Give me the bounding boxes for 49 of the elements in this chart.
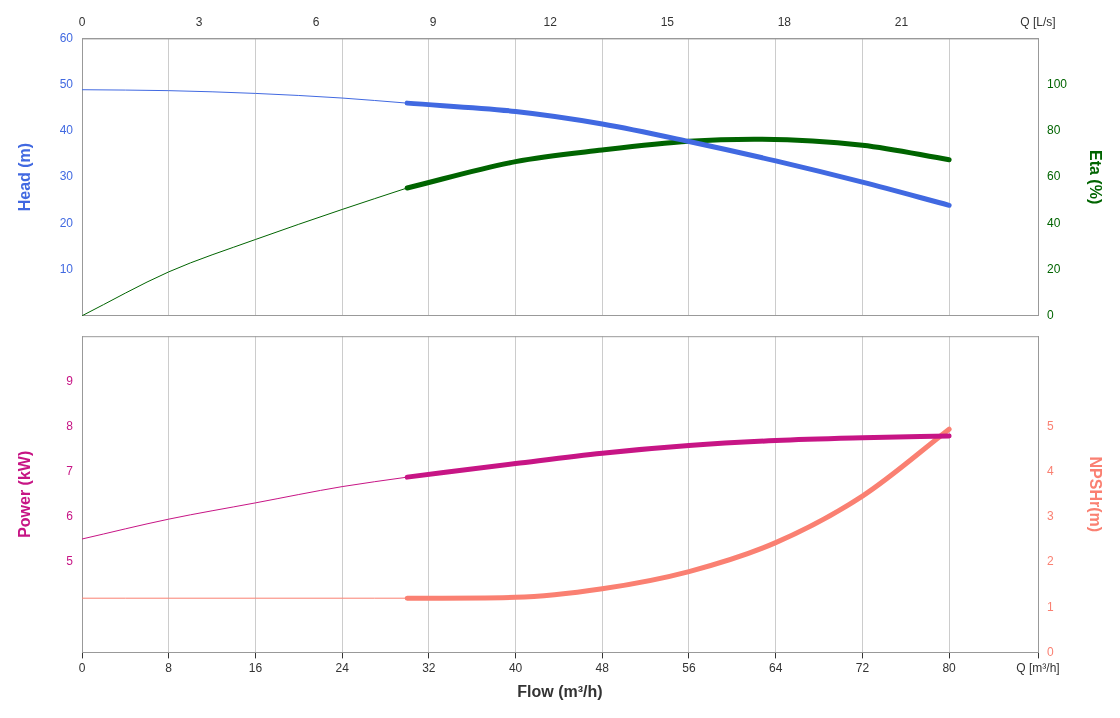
y2-tick-label: 2 <box>1047 554 1054 569</box>
y2-tick-label: 1 <box>1047 599 1054 614</box>
y-tick-label: 30 <box>59 169 74 184</box>
x2-tick-label: 0 <box>78 14 86 29</box>
y-tick-label: 50 <box>59 76 74 91</box>
x-tick-label: 80 <box>942 660 957 675</box>
y2-axis-title: Eta (%) <box>1086 149 1104 205</box>
y2-tick-label: 3 <box>1047 509 1054 524</box>
y-tick-label: 8 <box>66 418 74 433</box>
x-axis-title: Flow (m³/h) <box>517 682 603 700</box>
y-tick-label: 9 <box>66 373 74 388</box>
x2-tick-label: 15 <box>660 14 675 29</box>
y2-tick-label: 80 <box>1047 123 1061 138</box>
y2-axis-title: NPSHr(m) <box>1086 456 1104 533</box>
x-tick-label: 64 <box>769 660 783 675</box>
y-tick-label: 10 <box>59 261 74 276</box>
y-tick-label: 60 <box>59 30 74 45</box>
y2-tick-label: 60 <box>1047 169 1061 184</box>
x-tick-label: 48 <box>595 660 610 675</box>
y2-tick-label: 0 <box>1047 644 1054 659</box>
x-tick-label: 40 <box>508 660 523 675</box>
x-tick-label: 8 <box>165 660 173 675</box>
y-tick-label: 6 <box>66 509 74 524</box>
y-axis-title: Head (m) <box>16 142 34 212</box>
x-tick-label: 0 <box>78 660 86 675</box>
y2-tick-label: 20 <box>1047 261 1061 276</box>
y2-tick-label: 5 <box>1047 418 1054 433</box>
y-tick-label: 40 <box>59 123 74 138</box>
x-tick-label: 24 <box>335 660 350 675</box>
x2-tick-label: 12 <box>543 14 558 29</box>
y2-tick-label: 0 <box>1047 308 1054 323</box>
x-tick-label: Q [m³/h] <box>1016 660 1060 675</box>
y-tick-label: 7 <box>66 464 74 479</box>
y-tick-label: 20 <box>59 215 74 230</box>
x2-tick-label: 6 <box>312 14 320 29</box>
y-tick-label: 5 <box>66 554 74 569</box>
x2-tick-label: 9 <box>429 14 437 29</box>
x2-tick-label: Q [L/s] <box>1020 14 1056 29</box>
y2-tick-label: 4 <box>1047 464 1054 479</box>
x2-tick-label: 21 <box>894 14 909 29</box>
x-tick-label: 16 <box>248 660 263 675</box>
x-tick-label: 56 <box>682 660 696 675</box>
x2-tick-label: 18 <box>777 14 792 29</box>
x-tick-label: 32 <box>422 660 436 675</box>
y-axis-title: Power (kW) <box>16 450 34 538</box>
x-tick-label: 72 <box>855 660 870 675</box>
y2-tick-label: 100 <box>1047 76 1068 91</box>
x2-tick-label: 3 <box>195 14 203 29</box>
y2-tick-label: 40 <box>1047 215 1061 230</box>
